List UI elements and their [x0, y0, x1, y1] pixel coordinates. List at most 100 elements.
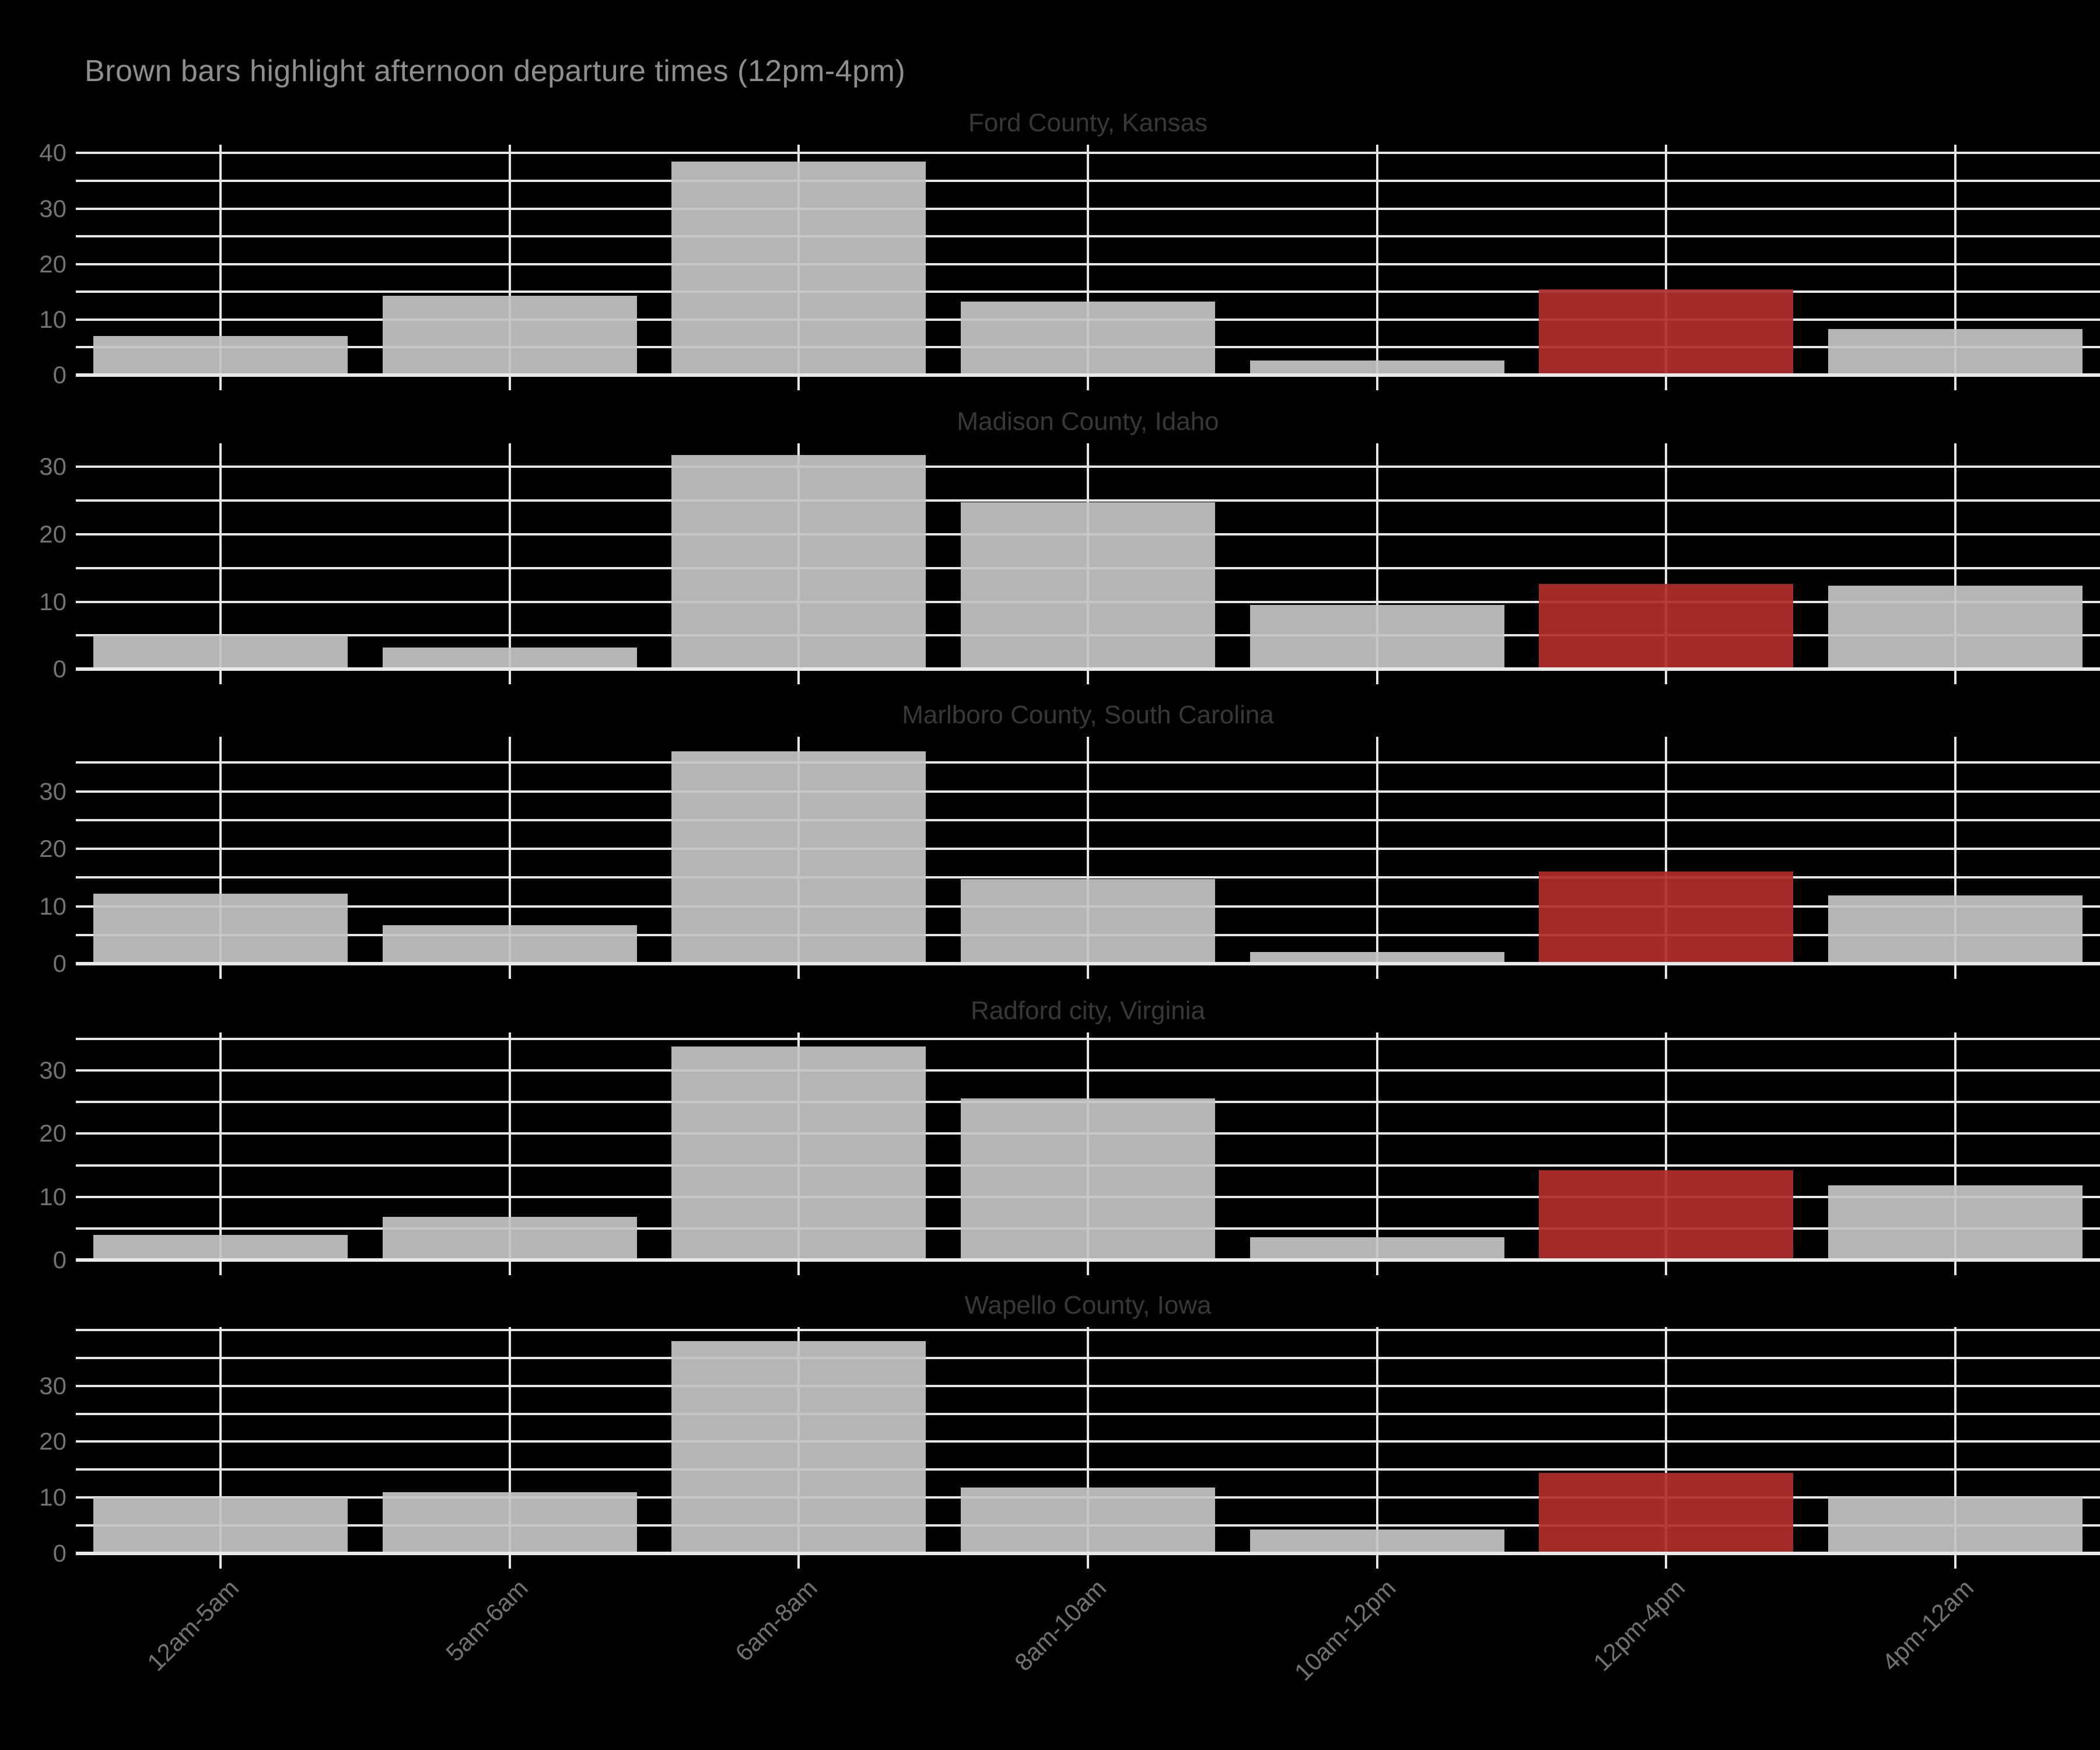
y-tick-label: 20	[39, 520, 66, 548]
horizontal-gridline	[76, 1412, 2100, 1415]
bar-6am-8am	[671, 1341, 926, 1553]
horizontal-gridline	[76, 262, 2100, 265]
bar-4pm-12am	[1828, 329, 2083, 375]
y-tick-label: 20	[39, 1427, 66, 1455]
vertical-gridline	[219, 1032, 222, 1275]
x-axis-line	[76, 962, 2100, 965]
x-axis-line	[76, 1258, 2100, 1262]
vertical-gridline	[508, 737, 511, 979]
vertical-gridline	[508, 145, 511, 390]
y-tick-label: 0	[52, 1246, 66, 1273]
vertical-gridline	[1376, 145, 1378, 390]
horizontal-gridline	[76, 1356, 2100, 1359]
horizontal-gridline	[76, 499, 2100, 502]
vertical-gridline	[1665, 145, 1668, 390]
bar-6am-8am	[671, 161, 926, 375]
x-tick-label: 12pm-4pm	[1587, 1574, 1690, 1676]
facet-panel	[76, 145, 2100, 390]
y-tick-label: 20	[39, 250, 66, 278]
vertical-gridline	[1087, 1327, 1089, 1569]
bar-5am-6am	[382, 295, 637, 375]
vertical-gridline	[1954, 737, 1957, 979]
bar-4pm-12am	[1828, 1185, 2083, 1260]
bar-4pm-12am	[1828, 1497, 2083, 1553]
vertical-gridline	[1954, 145, 1957, 390]
y-tick-label: 0	[52, 361, 66, 388]
bar-5am-6am	[382, 925, 637, 964]
bar-12pm-4pm	[1539, 872, 1794, 964]
chart-title: Brown bars highlight afternoon departure…	[85, 54, 906, 88]
bar-12am-5am	[93, 893, 348, 964]
bar-12pm-4pm	[1539, 289, 1794, 375]
bar-8am-10am	[960, 502, 1216, 669]
y-tick-label: 30	[39, 1371, 66, 1399]
horizontal-gridline	[76, 790, 2100, 793]
panel-title: Radford city, Virginia	[971, 996, 1205, 1025]
bar-5am-6am	[382, 648, 637, 669]
y-tick-label: 10	[39, 587, 66, 615]
bar-4pm-12am	[1828, 895, 2083, 964]
bar-6am-8am	[671, 454, 926, 669]
horizontal-gridline	[76, 1069, 2100, 1072]
x-tick-label: 5am-6am	[440, 1574, 534, 1667]
x-tick-label: 4pm-12am	[1877, 1574, 1979, 1676]
panel-title: Ford County, Kansas	[968, 108, 1208, 137]
horizontal-gridline	[76, 1440, 2100, 1443]
horizontal-gridline	[76, 466, 2100, 468]
y-tick-label: 40	[39, 139, 66, 167]
vertical-gridline	[219, 1327, 222, 1569]
bar-10am-12pm	[1250, 952, 1504, 964]
bar-6am-8am	[671, 751, 926, 964]
vertical-gridline	[508, 1327, 511, 1569]
bar-12am-5am	[93, 1497, 348, 1553]
facet-panel	[76, 1032, 2100, 1275]
y-tick-label: 10	[39, 1483, 66, 1511]
bar-12am-5am	[93, 635, 348, 669]
horizontal-gridline	[76, 179, 2100, 182]
horizontal-gridline	[76, 235, 2100, 237]
vertical-gridline	[1665, 443, 1668, 684]
x-axis-line	[76, 1552, 2100, 1555]
vertical-gridline	[219, 443, 222, 684]
bar-8am-10am	[960, 879, 1216, 964]
bar-8am-10am	[960, 302, 1216, 375]
vertical-gridline	[1087, 737, 1089, 979]
y-tick-label: 20	[39, 835, 66, 862]
horizontal-gridline	[76, 207, 2100, 210]
panel-title: Marlboro County, South Carolina	[902, 701, 1274, 729]
y-tick-label: 0	[52, 655, 66, 682]
bar-12am-5am	[93, 336, 348, 375]
bar-8am-10am	[960, 1098, 1216, 1260]
bar-5am-6am	[382, 1492, 637, 1553]
panel-title: Wapello County, Iowa	[964, 1291, 1212, 1320]
vertical-gridline	[1665, 1327, 1668, 1569]
bar-4pm-12am	[1828, 585, 2083, 669]
y-tick-label: 10	[39, 305, 66, 333]
x-tick-label: 6am-8am	[730, 1574, 822, 1667]
vertical-gridline	[1376, 1327, 1378, 1569]
vertical-gridline	[1954, 1327, 1957, 1569]
bar-5am-6am	[382, 1217, 637, 1260]
horizontal-gridline	[76, 761, 2100, 764]
x-axis-line	[76, 373, 2100, 377]
vertical-gridline	[1954, 443, 1957, 684]
bar-10am-12pm	[1250, 1529, 1504, 1553]
vertical-gridline	[508, 1032, 511, 1275]
bar-10am-12pm	[1250, 605, 1504, 669]
bar-10am-12pm	[1250, 360, 1504, 375]
horizontal-gridline	[76, 1468, 2100, 1471]
facet-panel	[76, 737, 2100, 979]
panel-title: Madison County, Idaho	[957, 407, 1219, 436]
vertical-gridline	[1665, 1032, 1668, 1275]
vertical-gridline	[1954, 1032, 1957, 1275]
y-tick-label: 0	[52, 950, 66, 977]
facet-panel	[76, 1327, 2100, 1569]
horizontal-gridline	[76, 152, 2100, 155]
bar-12pm-4pm	[1539, 584, 1794, 669]
bar-12pm-4pm	[1539, 1170, 1794, 1260]
vertical-gridline	[1087, 145, 1089, 390]
horizontal-gridline	[76, 818, 2100, 821]
x-tick-label: 12am-5am	[142, 1574, 244, 1676]
y-tick-label: 30	[39, 453, 66, 481]
